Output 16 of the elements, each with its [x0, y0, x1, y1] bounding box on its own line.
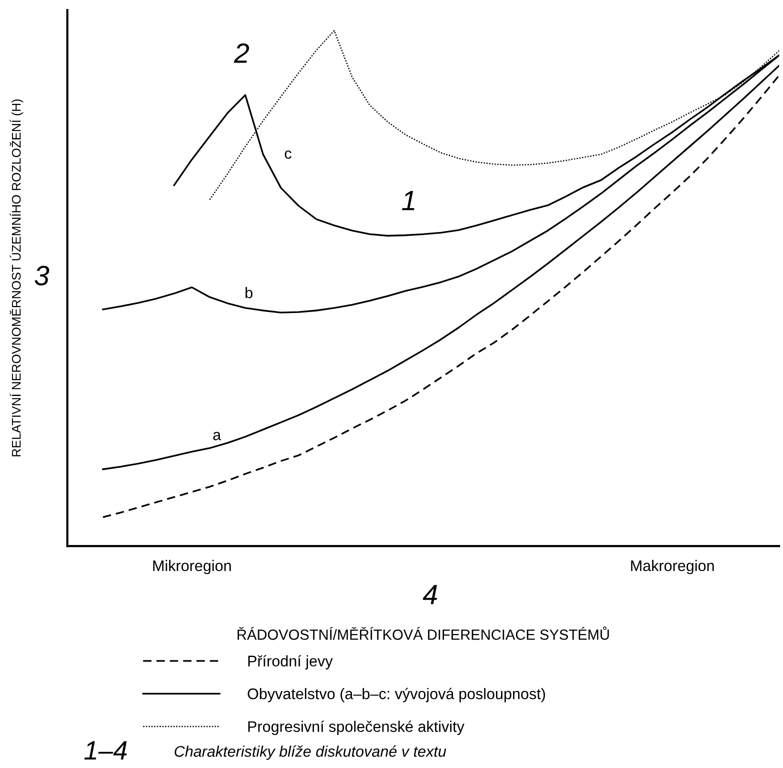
x-tick-label: Mikroregion [153, 560, 231, 574]
x-tick-label: Makroregion [631, 560, 714, 574]
legend-label: Přírodní jevy [248, 655, 333, 670]
annotation: 1 [402, 191, 414, 210]
text: 3 [34, 266, 50, 286]
y-axis-title: RELATIVNÍ NEROVNOMĚRNOST ÚZEMNÍHO ROZLOŽENÍ (H) [10, 99, 24, 456]
text: 1–4 [84, 741, 127, 760]
text: 4 [422, 585, 438, 604]
annotation: 2 [234, 43, 250, 63]
annotation: a [213, 432, 222, 440]
text: Charakteristiky blíže diskutované v textu [174, 745, 446, 760]
annotation: b [246, 286, 252, 298]
annotation: c [284, 150, 292, 159]
legend-label: Progresivní společenské aktivity [248, 720, 464, 735]
legend-label: Obyvatelstvo (a–b–c: vývojová posloupnost) [248, 688, 545, 702]
x-axis-title: ŘÁDOVOSTNÍ/MĚŘÍTKOVÁ DIFERENCIACE SYSTÉMŮ [238, 626, 609, 640]
